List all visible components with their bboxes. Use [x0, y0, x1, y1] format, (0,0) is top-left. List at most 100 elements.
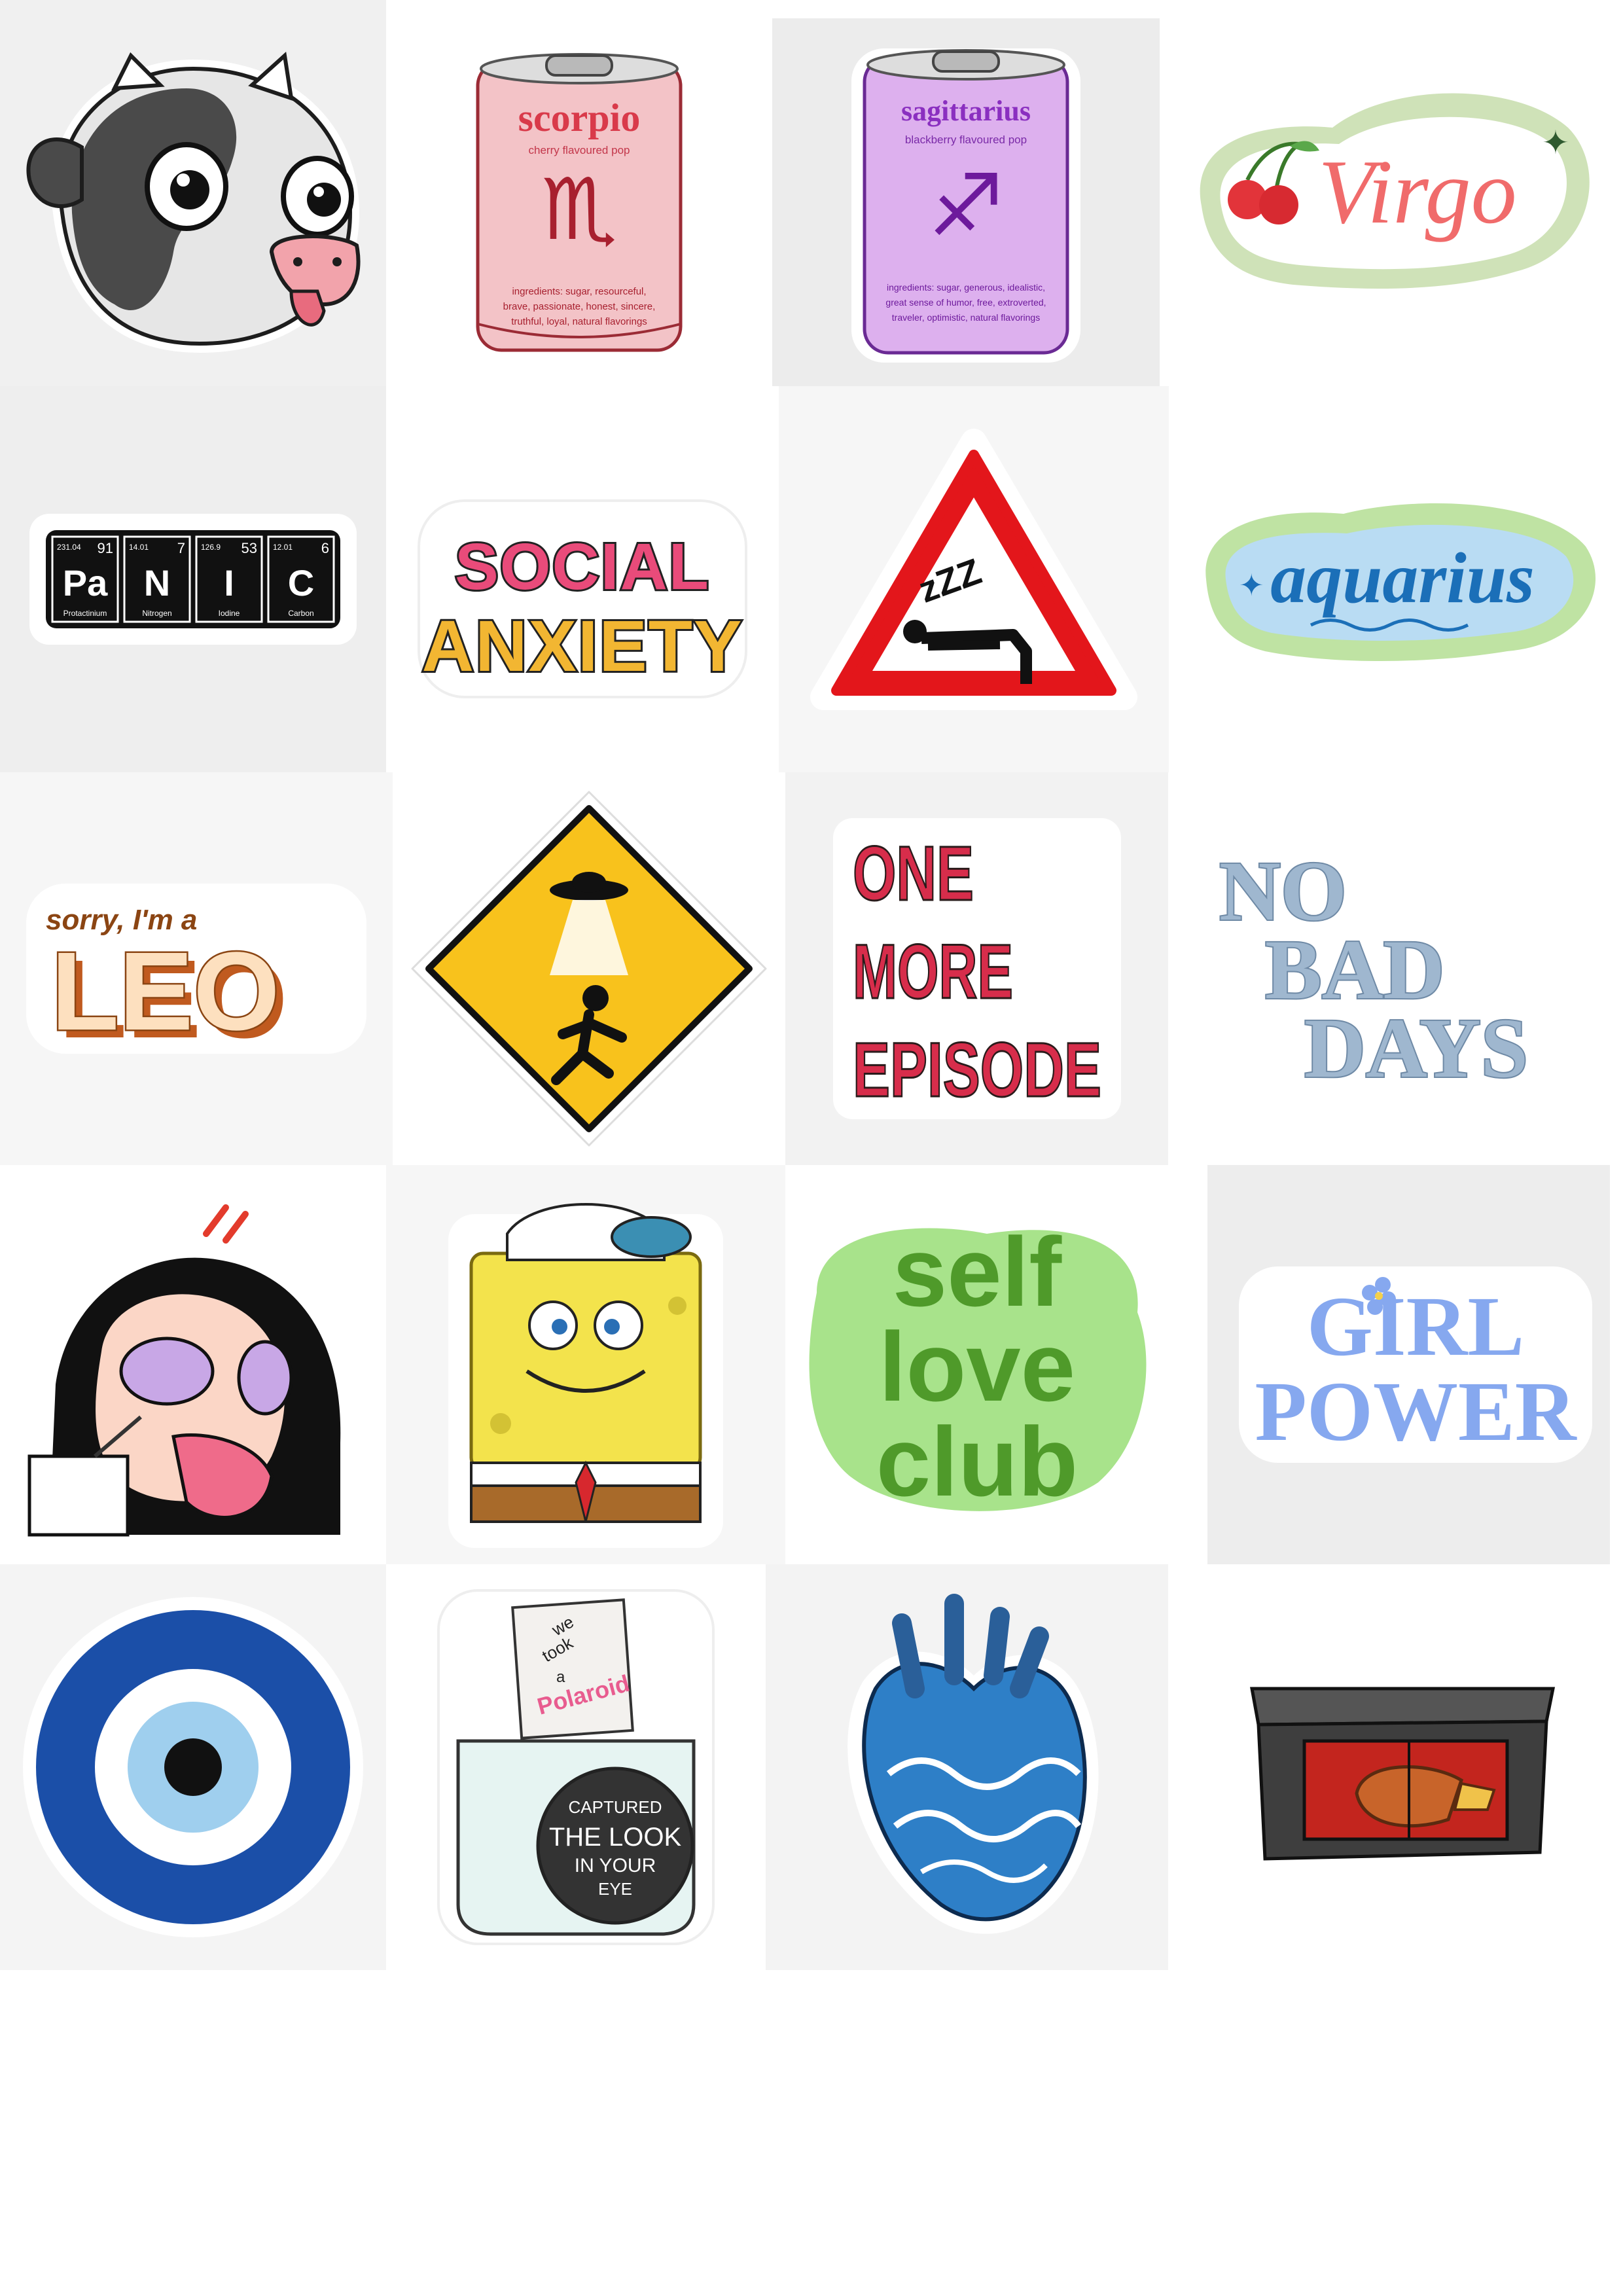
tile-girl-power: GIRL POWER — [1168, 1165, 1623, 1564]
evil-eye-icon — [23, 1597, 363, 1937]
girl-on-phone-sticker — [0, 1165, 386, 1564]
tile-spongebob — [386, 1165, 785, 1564]
sagittarius-symbol-icon: ♐ — [928, 158, 1005, 253]
element-pa-symbol: Pa — [63, 562, 108, 603]
social-anxiety-sticker: SOCIAL ANXIETY — [386, 425, 779, 772]
tile-panic: 231.04 91 Pa Protactinium 14.01 7 N Nitr… — [0, 386, 386, 772]
bad-text: BAD — [1265, 923, 1444, 1017]
tile-aquarius: aquarius ✦ — [1169, 386, 1623, 772]
element-c-symbol: C — [288, 562, 314, 603]
element-pa-atomic: 91 — [98, 540, 113, 556]
tile-no-bad-days: NO BAD DAYS — [1168, 772, 1623, 1165]
element-n-atomic: 7 — [177, 540, 185, 556]
sagittarius-subtitle: blackberry flavoured pop — [905, 134, 1027, 146]
tile-cow — [0, 0, 386, 386]
tile-ocean-heart — [766, 1564, 1168, 1970]
sagittarius-ingredients-2: great sense of humor, free, extroverted, — [885, 297, 1046, 308]
tile-scorpio: scorpio cherry flavoured pop ♏ ingredien… — [386, 0, 772, 386]
wave-icon — [1310, 619, 1469, 632]
evil-eye-sticker — [0, 1564, 386, 1970]
sagittarius-ingredients-1: ingredients: sugar, generous, idealistic… — [887, 282, 1045, 293]
lens-line-2: THE LOOK — [549, 1823, 682, 1852]
leo-big-shadow: LEO — [59, 937, 287, 1062]
flower-icon — [1361, 1277, 1396, 1315]
girl-text: GIRL — [1306, 1280, 1524, 1374]
spongebob-sticker — [386, 1165, 785, 1564]
one-more-episode-sticker: ONE MORE EPISODE — [785, 772, 1168, 1165]
element-c-atomic: 6 — [321, 540, 329, 556]
aquarius-text: aquarius — [1270, 538, 1535, 618]
tile-virgo: Virgo ✦ — [1160, 0, 1623, 386]
leo-big-text: LEO — [51, 929, 279, 1054]
lens-line-4: EYE — [598, 1879, 632, 1899]
self-text: self — [892, 1217, 1062, 1327]
polaroid-camera-sticker: we took a Polaroid CAPTURED THE LOOK IN … — [386, 1564, 766, 1970]
scorpio-ingredients-1: ingredients: sugar, resourceful, — [512, 286, 646, 297]
tile-evil-eye — [0, 1564, 386, 1970]
sagittarius-can-sticker: sagittarius blackberry flavoured pop ♐ i… — [772, 18, 1160, 386]
doner-grill-sticker — [1168, 1564, 1623, 1970]
element-i-symbol: I — [224, 562, 234, 603]
leo-small-text: sorry, I'm a — [46, 904, 197, 936]
element-n-mass: 14.01 — [129, 543, 149, 552]
element-n-symbol: N — [144, 562, 170, 603]
girl-power-sticker: GIRL POWER — [1207, 1165, 1623, 1564]
element-i: 126.9 53 I Iodine — [195, 535, 263, 623]
anatomical-heart-icon — [847, 1594, 1099, 1934]
ufo-icon — [550, 872, 628, 975]
tile-social-anxiety: SOCIAL ANXIETY — [386, 425, 779, 772]
scorpio-subtitle: cherry flavoured pop — [529, 144, 630, 156]
social-text: SOCIAL — [455, 530, 710, 603]
episode-line-1: ONE — [853, 831, 974, 917]
element-i-mass: 126.9 — [201, 543, 221, 552]
element-pa-name: Protactinium — [63, 609, 107, 618]
cow-sticker — [0, 0, 386, 386]
self-love-club-sticker: self love club — [785, 1165, 1168, 1564]
element-c: 12.01 6 C Carbon — [267, 535, 335, 623]
episode-line-2: MORE — [853, 929, 1013, 1015]
scorpio-symbol-icon: ♏ — [541, 162, 618, 257]
scorpio-title: scorpio — [518, 96, 641, 139]
element-n-name: Nitrogen — [142, 609, 171, 618]
tile-leo: sorry, I'm a LEO LEO — [0, 772, 393, 1165]
element-pa-mass: 231.04 — [57, 543, 81, 552]
ufo-crossing-sticker — [393, 772, 785, 1165]
lens-icon — [536, 1767, 694, 1925]
tile-ufo-sign — [393, 772, 785, 1165]
leo-sticker: sorry, I'm a LEO LEO — [0, 772, 393, 1165]
lens-line-1: CAPTURED — [568, 1797, 662, 1817]
cow-face-icon — [26, 52, 361, 353]
element-pa: 231.04 91 Pa Protactinium — [51, 535, 119, 623]
tile-polaroid: we took a Polaroid CAPTURED THE LOOK IN … — [386, 1564, 766, 1970]
cherry-icon — [1228, 141, 1319, 224]
scorpio-can-sticker: scorpio cherry flavoured pop ♏ ingredien… — [386, 0, 772, 386]
element-i-name: Iodine — [219, 609, 240, 618]
element-i-atomic: 53 — [241, 540, 257, 556]
sparkle-icon: ✦ — [1542, 124, 1569, 161]
no-bad-days-sticker: NO BAD DAYS — [1168, 772, 1623, 1165]
ocean-heart-sticker — [766, 1564, 1168, 1970]
sagittarius-ingredients-3: traveler, optimistic, natural flavorings — [892, 312, 1040, 323]
tile-sleep-sign: zZZ — [779, 386, 1169, 772]
sleep-warning-sticker: zZZ — [779, 386, 1169, 772]
days-text: DAYS — [1304, 1001, 1528, 1096]
virgo-sticker: Virgo ✦ — [1160, 0, 1623, 386]
polaroid-a: a — [556, 1668, 565, 1686]
anxiety-text: ANXIETY — [422, 606, 743, 687]
sleeping-person-icon — [903, 620, 1032, 684]
scorpio-ingredients-2: brave, passionate, honest, sincere, — [503, 301, 656, 312]
scorpio-ingredients-3: truthful, loyal, natural flavorings — [511, 316, 647, 327]
tile-one-more-episode: ONE MORE EPISODE — [785, 772, 1168, 1165]
aquarius-sticker: aquarius ✦ — [1169, 386, 1623, 772]
running-person-icon — [551, 985, 627, 1085]
tile-sagittarius: sagittarius blackberry flavoured pop ♐ i… — [772, 18, 1160, 386]
no-text: NO — [1219, 844, 1347, 939]
element-c-mass: 12.01 — [273, 543, 293, 552]
sparkle-icon: ✦ — [1239, 568, 1264, 602]
element-n: 14.01 7 N Nitrogen — [123, 535, 191, 623]
panic-sticker: 231.04 91 Pa Protactinium 14.01 7 N Nitr… — [0, 386, 386, 772]
virgo-text: Virgo — [1318, 141, 1516, 243]
lens-line-3: IN YOUR — [575, 1855, 656, 1876]
power-text: POWER — [1255, 1365, 1577, 1459]
episode-line-3: EPISODE — [853, 1027, 1101, 1113]
